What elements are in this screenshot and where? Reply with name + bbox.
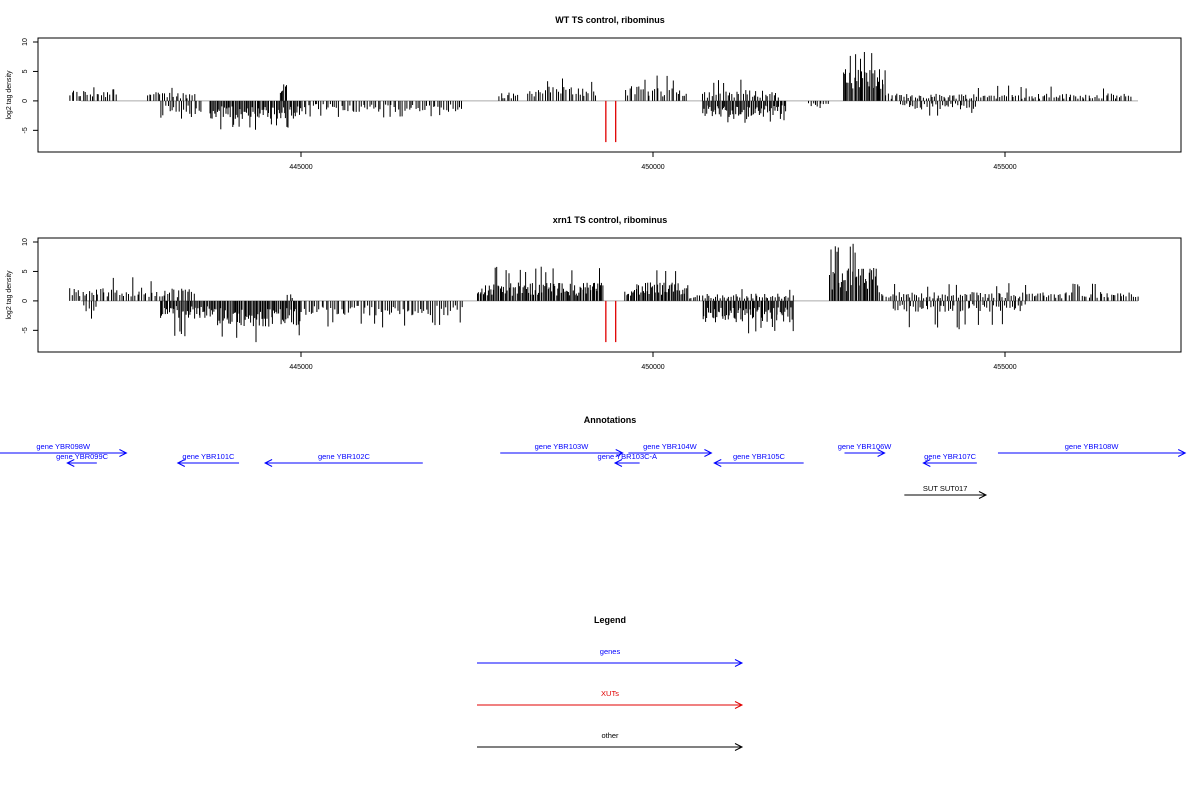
annotation-label: gene YBR104W [643, 442, 698, 451]
xrn1-x-axis: 445000 450000 455000 [289, 352, 1017, 371]
legend-label: other [601, 731, 619, 740]
wt-y-axis-label: log2 tag density [6, 70, 13, 120]
wt-x-axis: 445000 450000 455000 [289, 152, 1017, 171]
xrn1-track-title: xrn1 TS control, ribominus [553, 215, 668, 225]
x-tick-label: 445000 [289, 164, 312, 171]
legend-items: genes XUTs other [477, 647, 744, 751]
legend-label: genes [600, 647, 621, 656]
annotation-arrowhead [66, 459, 75, 467]
annotation-label: gene YBR106W [838, 442, 893, 451]
annotation-arrowhead [1178, 449, 1187, 457]
xrn1-plot-frame [37, 237, 1182, 353]
annotation-label: gene YBR105C [733, 452, 786, 461]
annotation-label: gene YBR103W [535, 442, 590, 451]
annotation-arrowhead [713, 459, 722, 467]
x-tick-label: 455000 [993, 364, 1016, 371]
xrn1-highlight-marks [605, 300, 617, 343]
annotation-arrowhead [978, 491, 988, 499]
annotation-label: gene YBR098W [36, 442, 91, 451]
legend-arrowhead [734, 743, 744, 751]
legend-panel: Legend genes XUTs other [477, 615, 744, 751]
annotation-label: gene YBR108W [1065, 442, 1120, 451]
y-tick-label: 5 [22, 269, 29, 273]
xrn1-y-axis-label: log2 tag density [6, 270, 13, 320]
wt-y-axis: -5 0 5 10 [22, 38, 38, 133]
annotations-title: Annotations [584, 415, 637, 425]
wt-track-panel: WT TS control, ribominus log2 tag densit… [6, 15, 1182, 171]
xrn1-track-panel: xrn1 TS control, ribominus log2 tag dens… [6, 215, 1182, 371]
legend-arrowhead [734, 659, 744, 667]
y-tick-label: 10 [22, 238, 29, 246]
annotation-label: gene YBR101C [182, 452, 235, 461]
y-tick-label: 0 [22, 99, 29, 103]
y-tick-label: 5 [22, 69, 29, 73]
annotation-arrowhead [877, 449, 886, 457]
x-tick-label: 455000 [993, 164, 1016, 171]
xrn1-bars [69, 243, 1139, 343]
annotation-arrowhead [263, 459, 273, 467]
annotation-label: gene YBR099C [56, 452, 109, 461]
annotation-arrowhead [615, 449, 624, 457]
y-tick-label: -5 [22, 327, 29, 333]
y-tick-label: -5 [22, 127, 29, 133]
annotation-arrowhead [176, 459, 186, 467]
annotation-label: SUT SUT017 [923, 484, 967, 493]
legend-label: XUTs [601, 689, 619, 698]
x-tick-label: 450000 [641, 164, 664, 171]
legend-arrowhead [734, 701, 744, 709]
x-tick-label: 445000 [289, 364, 312, 371]
xrn1-y-axis: -5 0 5 10 [22, 238, 38, 333]
wt-highlight-marks [605, 100, 617, 143]
wt-plot-frame [37, 37, 1182, 153]
annotation-arrowhead [613, 459, 623, 467]
annotation-arrowhead [119, 449, 128, 457]
annotation-label: gene YBR103C-A [598, 452, 657, 461]
annotation-label: gene YBR102C [318, 452, 371, 461]
annotation-arrowhead [922, 459, 931, 467]
y-tick-label: 10 [22, 38, 29, 46]
annotation-label: gene YBR107C [924, 452, 977, 461]
wt-track-title: WT TS control, ribominus [555, 15, 665, 25]
legend-title: Legend [594, 615, 626, 625]
annotation-arrowhead [704, 449, 713, 457]
wt-bars [69, 52, 1138, 130]
y-tick-label: 0 [22, 299, 29, 303]
x-tick-label: 450000 [641, 364, 664, 371]
